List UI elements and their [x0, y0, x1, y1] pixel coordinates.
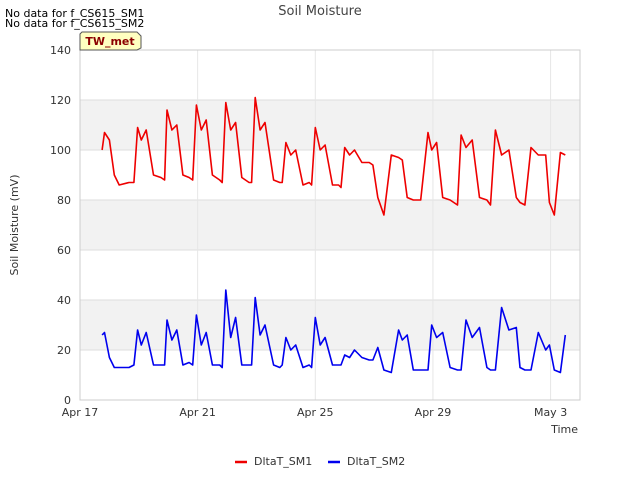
- grid-band: [80, 300, 580, 350]
- y-tick-label: 100: [50, 144, 71, 157]
- grid-band: [80, 100, 580, 150]
- y-tick-label: 40: [57, 294, 71, 307]
- series-line-dltat-sm1: [101, 96, 566, 216]
- series-lines: [101, 96, 567, 374]
- chart-title: Soil Moisture: [278, 4, 362, 19]
- x-tick-label: Apr 25: [297, 406, 334, 419]
- y-tick-label: 80: [57, 194, 71, 207]
- y-tick-label: 140: [50, 44, 71, 57]
- grid-band: [80, 200, 580, 250]
- legend-label-dltat-sm2: DltaT_SM2: [347, 455, 405, 468]
- y-axis-title: Soil Moisture (mV): [8, 175, 21, 276]
- y-tick-label: 120: [50, 94, 71, 107]
- badge-shape: [79, 31, 142, 51]
- no-data-note-sm2: No data for f_CS615_SM2: [5, 17, 145, 30]
- x-tick-label: May 3: [534, 406, 567, 419]
- legend: DltaT_SM1 DltaT_SM2: [235, 455, 405, 468]
- y-tick-label: 60: [57, 244, 71, 257]
- y-tick-label: 20: [57, 344, 71, 357]
- legend-label-dltat-sm1: DltaT_SM1: [254, 455, 312, 468]
- plot-frame: [79, 49, 581, 401]
- x-tick-label: Apr 29: [415, 406, 452, 419]
- y-tick-label: 0: [64, 394, 71, 407]
- x-tick-label: Apr 17: [62, 406, 99, 419]
- x-tick-label: Apr 21: [179, 406, 216, 419]
- tw-met-badge: TW_met: [79, 31, 142, 51]
- badge-label: TW_met: [85, 35, 134, 48]
- no-data-note-sm1: No data for f_CS615_SM1: [5, 7, 145, 20]
- background-bands: [80, 100, 580, 350]
- x-axis-ticks: Apr 17 Apr 21 Apr 25 Apr 29 May 3: [62, 406, 567, 419]
- x-axis-title: Time: [550, 423, 578, 436]
- series-line-dltat-sm2: [101, 289, 567, 374]
- y-axis-ticks: 0 20 40 60 80 100 120 140: [50, 44, 71, 407]
